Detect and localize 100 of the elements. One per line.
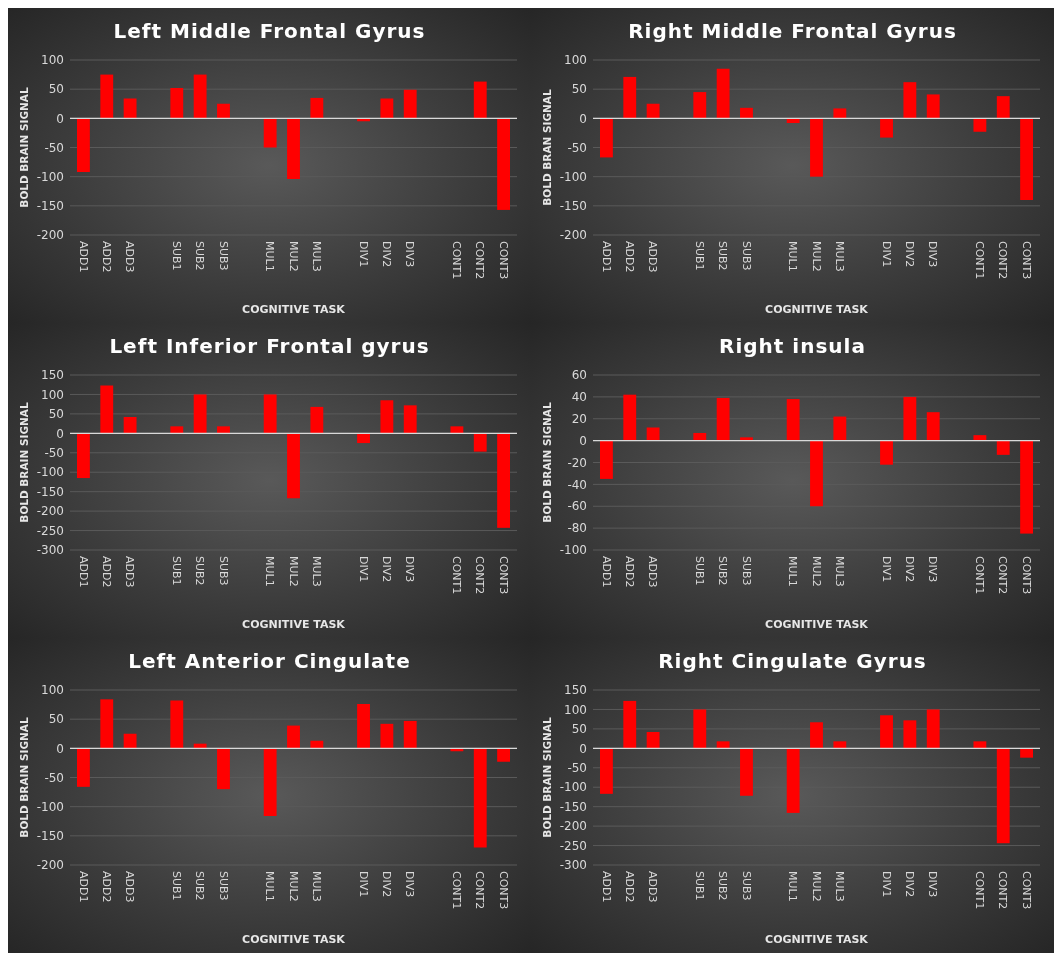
bar (623, 394, 637, 441)
y-tick-label: 50 (48, 82, 64, 97)
bar (77, 748, 90, 787)
bar (123, 98, 137, 119)
x-tick-label: ADD1 (76, 871, 90, 903)
bar (833, 741, 847, 749)
x-tick-label: ADD3 (646, 871, 660, 903)
bar (973, 741, 987, 749)
bar (403, 89, 417, 119)
y-tick-label: 100 (41, 387, 64, 402)
y-tick-label: -150 (36, 199, 64, 214)
bar (716, 741, 730, 749)
bar (786, 399, 800, 441)
x-tick-label: CONT3 (1019, 241, 1033, 280)
x-tick-label: ADD3 (123, 871, 137, 903)
x-tick-label: MUL3 (309, 556, 323, 587)
x-axis-title: COGNITIVE TASK (242, 303, 346, 316)
x-tick-label: CONT1 (450, 241, 464, 280)
x-tick-label: MUL1 (786, 871, 800, 902)
x-tick-label: CONT1 (450, 556, 464, 595)
x-tick-label: DIV3 (403, 556, 417, 583)
bar (786, 748, 800, 813)
x-axis-title: COGNITIVE TASK (765, 618, 869, 631)
x-tick-label: DIV3 (926, 556, 940, 583)
bar (217, 748, 230, 790)
bar (263, 118, 277, 148)
y-tick-label: -150 (36, 829, 64, 844)
bar (973, 118, 987, 132)
y-tick-label: -100 (36, 169, 64, 184)
y-tick-label: -150 (36, 484, 64, 499)
bar (380, 98, 394, 119)
x-tick-label: CONT3 (1019, 871, 1033, 910)
y-tick-label: 100 (41, 683, 64, 698)
x-tick-label: DIV2 (903, 241, 917, 268)
bar (600, 118, 613, 158)
x-tick-label: CONT3 (496, 556, 510, 595)
bar (287, 433, 300, 499)
y-tick-label: -200 (36, 858, 64, 873)
y-tick-label: -50 (567, 140, 587, 155)
bar (473, 81, 487, 119)
y-tick-label: -40 (567, 477, 587, 492)
y-tick-label: 0 (579, 741, 587, 756)
bar (497, 748, 510, 762)
x-tick-label: DIV1 (356, 556, 370, 583)
x-tick-label: SUB2 (716, 871, 730, 901)
bar (903, 82, 917, 119)
x-tick-label: CONT1 (973, 241, 987, 280)
x-tick-label: MUL1 (786, 241, 800, 272)
chart-title: Left Anterior Cingulate (128, 649, 411, 673)
x-tick-label: ADD1 (599, 556, 613, 588)
chart-title: Right Cingulate Gyrus (658, 649, 927, 673)
bar (926, 94, 940, 119)
x-tick-label: MUL3 (309, 871, 323, 902)
chart-title: Left Middle Frontal Gyrus (113, 19, 426, 43)
y-tick-label: -80 (567, 521, 587, 536)
y-tick-label: -50 (44, 770, 64, 785)
y-tick-label: -200 (559, 819, 587, 834)
bar (450, 426, 464, 434)
bar (1020, 118, 1033, 200)
x-tick-label: SUB3 (216, 871, 230, 901)
bar (810, 118, 823, 177)
x-tick-label: MUL2 (286, 871, 300, 902)
bar (497, 118, 510, 210)
bar (926, 412, 940, 441)
bar (77, 118, 90, 172)
x-tick-label: SUB2 (193, 241, 207, 271)
bar (903, 396, 917, 441)
x-tick-label: CONT1 (450, 871, 464, 910)
bar (740, 748, 753, 796)
x-axis-title: COGNITIVE TASK (242, 933, 346, 946)
x-tick-label: DIV1 (356, 871, 370, 898)
x-tick-label: MUL2 (286, 556, 300, 587)
x-tick-label: SUB3 (216, 556, 230, 586)
bar (217, 103, 230, 119)
x-tick-label: CONT2 (996, 871, 1010, 910)
x-tick-label: SUB1 (169, 556, 183, 586)
y-tick-label: -100 (559, 543, 587, 558)
chart-title: Right Middle Frontal Gyrus (628, 19, 957, 43)
x-tick-label: SUB1 (169, 241, 183, 271)
x-tick-label: ADD1 (76, 556, 90, 588)
bar (693, 709, 707, 749)
bar (193, 394, 207, 434)
bar (380, 400, 394, 434)
y-tick-label: 0 (56, 741, 64, 756)
x-tick-label: ADD3 (123, 241, 137, 273)
bar (646, 103, 660, 119)
y-tick-label: 0 (579, 433, 587, 448)
x-tick-label: ADD1 (599, 241, 613, 273)
x-tick-label: SUB1 (692, 871, 706, 901)
y-tick-label: 0 (579, 111, 587, 126)
x-tick-label: MUL3 (832, 241, 846, 272)
x-tick-label: DIV1 (879, 241, 893, 268)
bar (170, 700, 184, 749)
bar (716, 397, 730, 441)
bar (100, 74, 114, 119)
bar (357, 704, 370, 749)
bar (193, 74, 207, 119)
y-axis-title: BOLD BRAIN SIGNAL (17, 402, 30, 523)
bar (623, 700, 637, 749)
x-tick-label: SUB3 (739, 241, 753, 271)
